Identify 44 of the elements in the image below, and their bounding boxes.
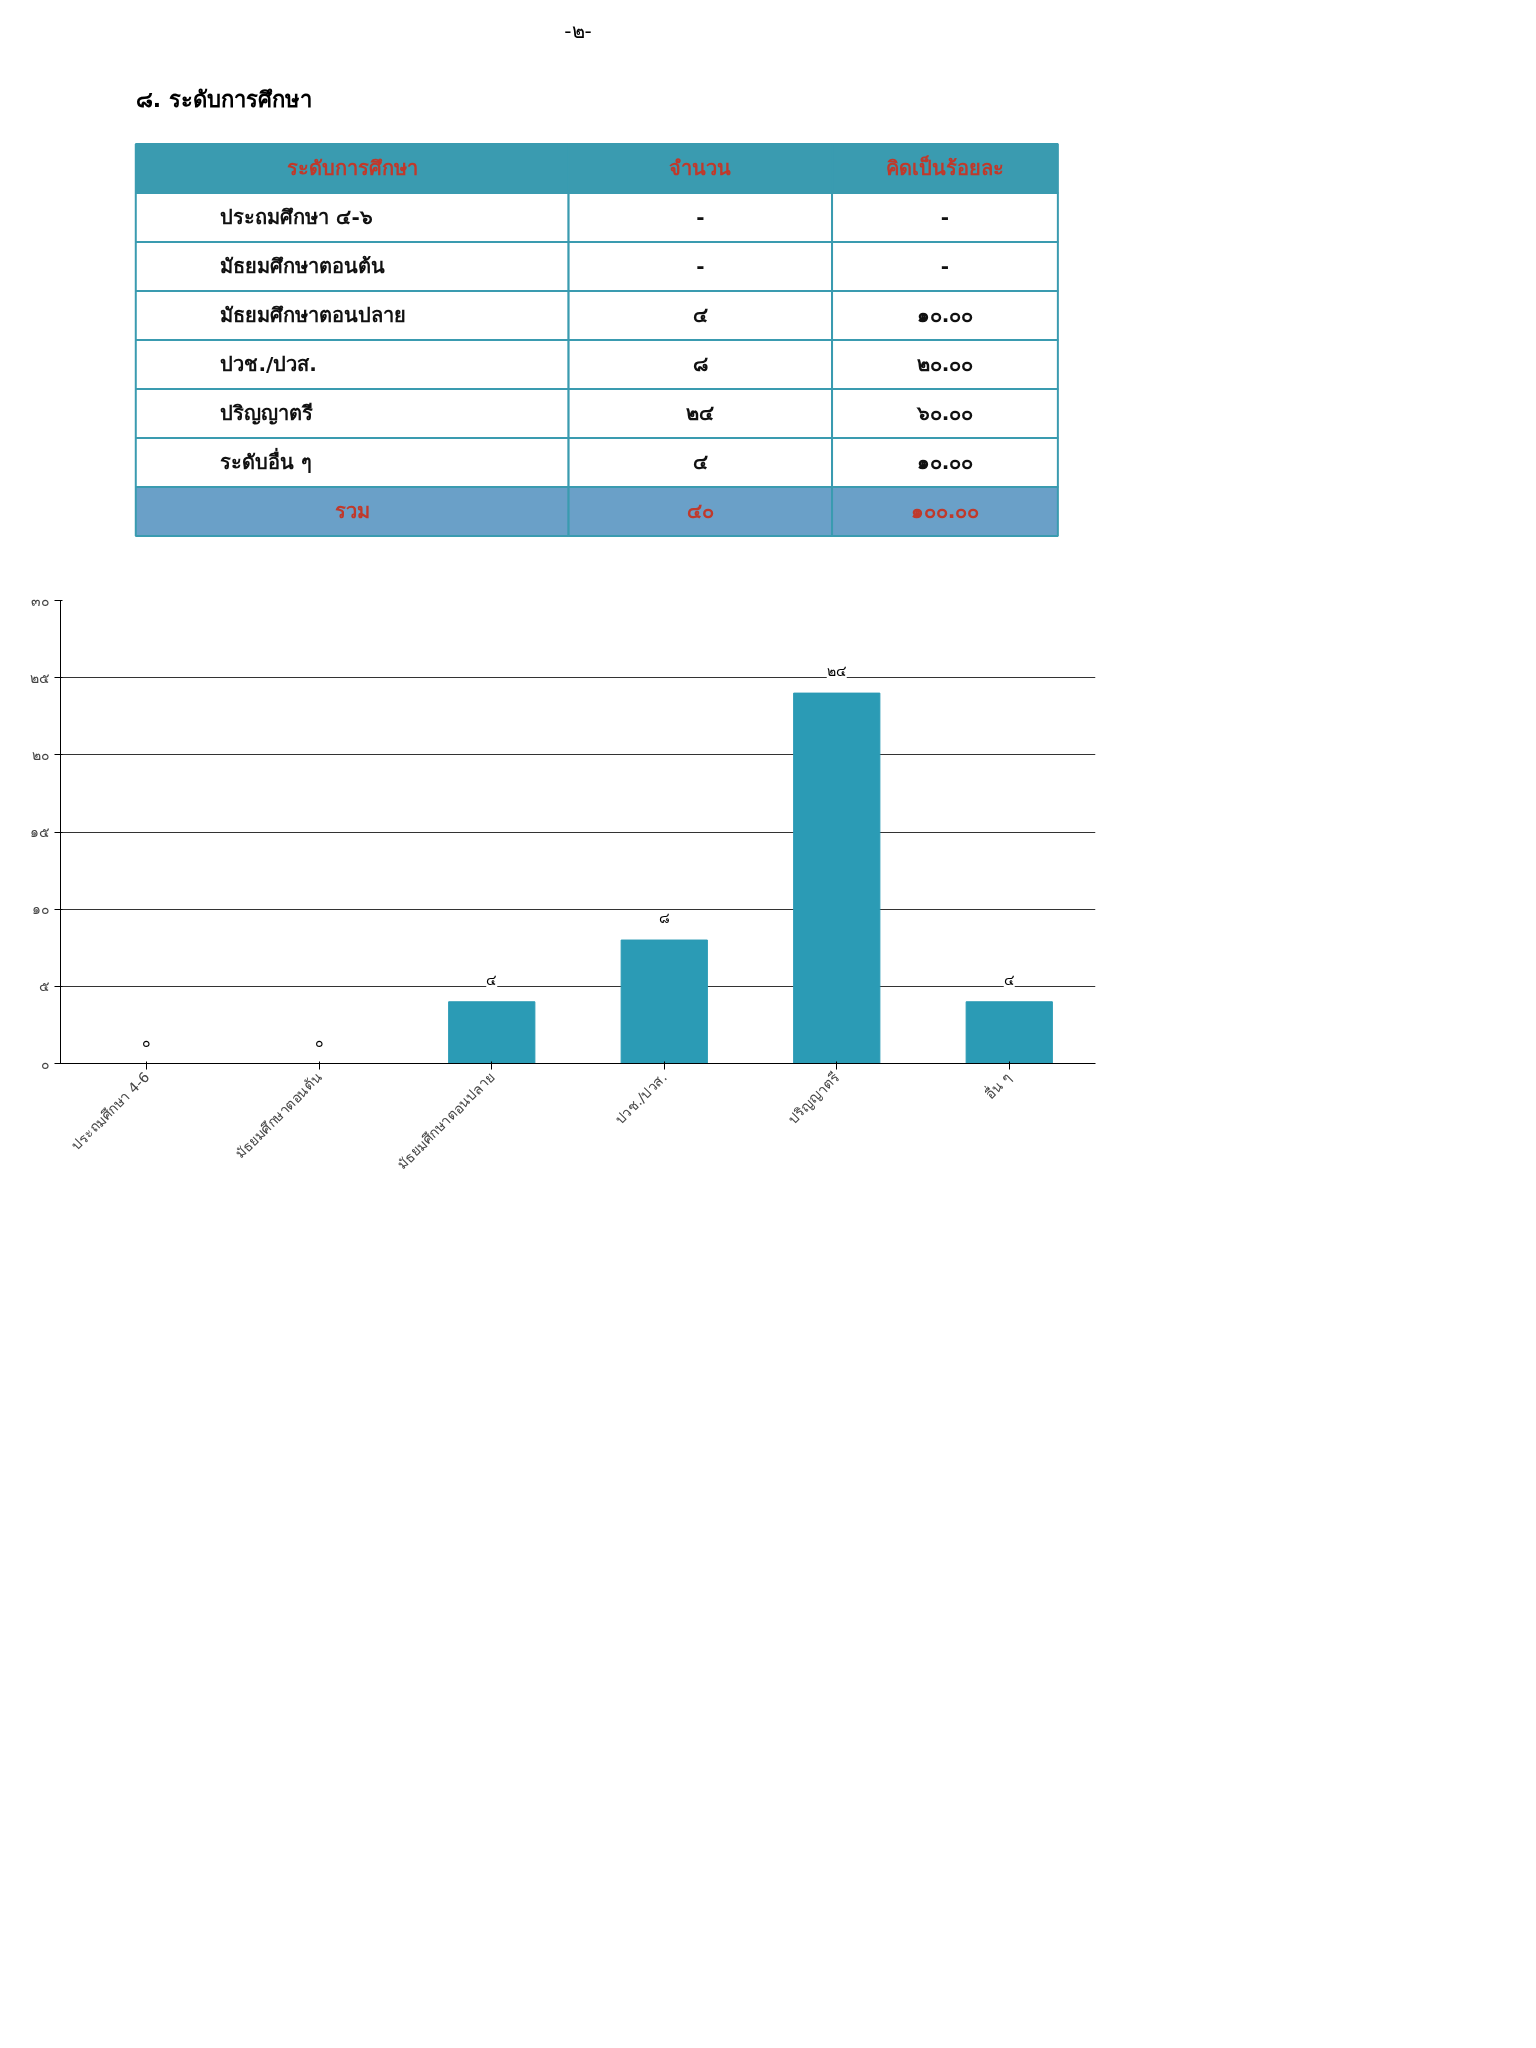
bar [793, 692, 881, 1064]
text: มัธยมศึกษาตอนต้น [220, 254, 386, 279]
text: มัธยมศึกษาตอนปลาย [220, 303, 407, 328]
text: ๑๐๐.๐๐ [910, 499, 980, 524]
text: - [696, 254, 705, 279]
text: คิดเป็นร้อยละ [885, 155, 1004, 181]
y-tick-label: ๒๕ [29, 669, 50, 686]
text: ปริญญาตรี [220, 401, 314, 426]
text: รวม [334, 499, 370, 524]
text: จำนวน [669, 156, 732, 181]
y-tick-label: ๒๐ [31, 746, 50, 763]
text: - [940, 205, 950, 230]
text: ๘. ระดับการศึกษา [135, 87, 312, 113]
text: ๖๐.๐๐ [915, 401, 974, 426]
data-label: ๔ [1003, 971, 1015, 988]
text: ระดับอื่น ๆ [220, 447, 313, 475]
x-tick-label: อื่น ๆ [981, 1068, 1015, 1102]
data-label: ๘ [658, 910, 670, 927]
text: ๑๐.๐๐ [916, 303, 974, 328]
y-tick-label: ๓๐ [30, 592, 50, 609]
y-tick-label: ๕ [38, 978, 50, 995]
text: ๔ [692, 303, 708, 328]
bar [965, 1001, 1053, 1064]
text: ระดับการศึกษา [286, 156, 418, 181]
text: ประถมศึกษา ๔-๖ [220, 205, 373, 230]
y-tick-label: ๐ [40, 1055, 50, 1072]
text: - [940, 254, 950, 279]
text: ๔๐ [686, 499, 714, 524]
text: ๒๐.๐๐ [916, 352, 974, 377]
y-tick-label: ๑๐ [31, 901, 50, 918]
text: ๑๐.๐๐ [916, 450, 974, 475]
text: - [696, 205, 705, 230]
bar [620, 939, 708, 1064]
data-label: ๔ [486, 971, 498, 988]
text: ปวช./ปวส. [220, 352, 317, 377]
bar [448, 1001, 536, 1064]
text: ๘ [692, 352, 708, 377]
text: ๔ [692, 450, 708, 475]
y-tick-label: ๑๕ [29, 824, 50, 840]
text: -๒- [564, 18, 592, 43]
data-label: ๐ [142, 1033, 152, 1050]
text: ๒๔ [686, 401, 715, 426]
data-label: ๐ [314, 1033, 324, 1050]
data-label: ๒๔ [826, 663, 847, 680]
